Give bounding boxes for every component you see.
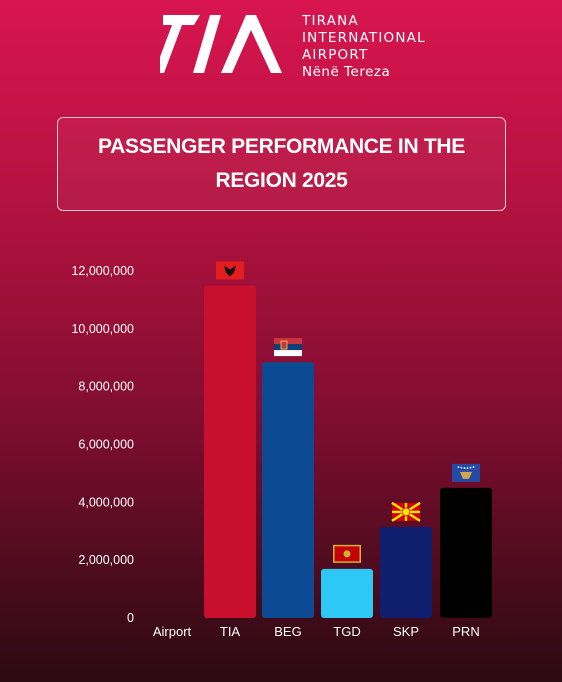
y-axis-ticks: 0 2,000,000 4,000,000 6,000,000 8,000,000 10,… xyxy=(71,264,134,625)
bar-beg xyxy=(262,362,314,618)
serbia-flag-icon xyxy=(274,338,302,357)
flags xyxy=(216,261,480,563)
logo-text-line1: TIRANA xyxy=(302,13,359,29)
y-tick-label: 12,000,000 xyxy=(71,264,134,278)
y-tick-label: 4,000,000 xyxy=(78,495,134,509)
logo-text-line3: AIRPORT xyxy=(302,47,369,63)
logo-text-line4: Nënë Tereza xyxy=(302,64,391,80)
y-tick-label: 10,000,000 xyxy=(71,322,134,336)
montenegro-flag-icon xyxy=(333,544,361,563)
bar-skp xyxy=(380,526,432,618)
y-tick-label: 8,000,000 xyxy=(78,380,134,394)
chart-title: PASSENGER PERFORMANCE IN THE REGION 2025 xyxy=(98,135,465,192)
north-macedonia-flag-icon xyxy=(391,501,421,522)
x-axis-categories: Airport TIA BEG TGD SKP PRN xyxy=(153,624,480,639)
bar-prn xyxy=(440,487,492,618)
albania-flag-icon xyxy=(216,261,244,280)
chart-title-box: PASSENGER PERFORMANCE IN THE REGION 2025 xyxy=(57,117,506,211)
x-axis-label: Airport xyxy=(153,624,192,639)
bar-tgd xyxy=(321,568,373,618)
x-tick-label: BEG xyxy=(274,624,301,639)
kosovo-flag-icon xyxy=(452,463,480,482)
tia-logo-mark xyxy=(160,15,282,73)
y-tick-label: 6,000,000 xyxy=(78,438,134,452)
x-tick-label: PRN xyxy=(452,624,479,639)
airport-logo: TIRANA INTERNATIONAL AIRPORT Nënë Tereza xyxy=(160,12,460,82)
x-tick-label: TGD xyxy=(333,624,360,639)
x-tick-label: SKP xyxy=(393,624,419,639)
y-tick-label: 0 xyxy=(127,611,134,625)
logo-text-line2: INTERNATIONAL xyxy=(302,30,426,46)
bar-tia xyxy=(204,285,256,618)
bars xyxy=(204,285,492,618)
y-tick-label: 2,000,000 xyxy=(78,553,134,567)
x-tick-label: TIA xyxy=(220,624,241,639)
